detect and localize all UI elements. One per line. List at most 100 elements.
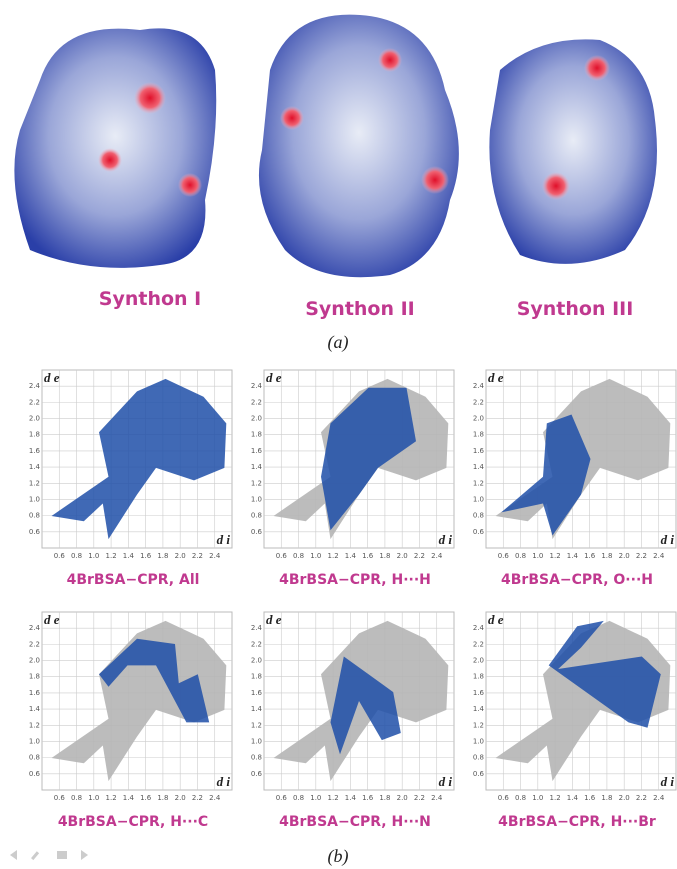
x-tick-label: 0.8 [293, 552, 304, 560]
y-tick-label: 2.2 [251, 398, 262, 406]
y-tick-label: 2.4 [473, 624, 485, 632]
x-tick-label: 1.4 [123, 794, 135, 802]
contact-spot [280, 106, 304, 130]
caption: (b) [328, 846, 349, 867]
y-tick-label: 1.2 [473, 479, 484, 487]
x-tick-label: 1.8 [157, 552, 168, 560]
y-tick-label: 1.2 [251, 721, 262, 729]
x-tick-label: 0.6 [276, 552, 288, 560]
x-axis-label: d i [439, 532, 453, 547]
y-tick-label: 1.4 [29, 705, 41, 713]
x-tick-label: 2.4 [209, 552, 221, 560]
y-axis-label: d e [266, 370, 282, 385]
y-tick-label: 2.2 [29, 640, 40, 648]
x-tick-label: 1.8 [157, 794, 168, 802]
plot-label: 4BrBSA−CPR, All [67, 572, 200, 588]
x-tick-label: 1.0 [88, 552, 99, 560]
y-tick-label: 2.4 [29, 624, 41, 632]
x-tick-label: 1.0 [532, 794, 543, 802]
x-tick-label: 2.0 [619, 794, 630, 802]
y-tick-label: 1.8 [251, 673, 262, 681]
x-axis-label: d i [217, 774, 231, 789]
y-tick-label: 1.2 [29, 479, 40, 487]
blue-cloud [52, 379, 227, 539]
x-tick-label: 1.6 [584, 552, 596, 560]
x-tick-label: 2.0 [397, 552, 408, 560]
y-tick-label: 1.2 [251, 479, 262, 487]
x-tick-label: 1.2 [550, 794, 561, 802]
x-tick-label: 2.4 [209, 794, 221, 802]
fingerprint-plot: 0.60.81.01.21.41.61.82.02.22.40.60.81.01… [251, 612, 454, 830]
y-tick-label: 2.0 [29, 415, 40, 423]
figure: Synthon I Synthon II Synthon III (a) (b)… [0, 0, 677, 869]
y-tick-label: 1.8 [473, 673, 484, 681]
y-tick-label: 1.4 [251, 463, 263, 471]
contact-spot [584, 55, 610, 81]
y-tick-label: 1.6 [29, 689, 41, 697]
y-tick-label: 1.8 [473, 431, 484, 439]
y-tick-label: 1.0 [29, 737, 40, 745]
plot-label: 4BrBSA−CPR, H···C [58, 814, 208, 830]
x-tick-label: 1.0 [310, 794, 321, 802]
x-tick-label: 1.2 [328, 552, 339, 560]
x-tick-label: 1.0 [88, 794, 99, 802]
contact-spot [378, 48, 402, 72]
y-axis-label: d e [44, 612, 60, 627]
x-tick-label: 1.6 [140, 794, 152, 802]
y-tick-label: 0.8 [473, 512, 484, 520]
x-tick-label: 0.6 [54, 552, 66, 560]
y-tick-label: 2.0 [251, 657, 262, 665]
y-axis-label: d e [44, 370, 60, 385]
y-tick-label: 1.0 [473, 737, 484, 745]
fingerprint-plot: 0.60.81.01.21.41.61.82.02.22.40.60.81.01… [473, 370, 676, 588]
y-tick-label: 2.4 [251, 624, 263, 632]
y-tick-label: 2.4 [251, 382, 263, 390]
y-tick-label: 1.4 [473, 705, 485, 713]
y-tick-label: 2.4 [29, 382, 41, 390]
nav-icons [10, 850, 88, 860]
y-tick-label: 1.0 [29, 495, 40, 503]
x-tick-label: 1.4 [567, 552, 579, 560]
y-tick-label: 1.8 [251, 431, 262, 439]
contact-spot [98, 148, 122, 172]
y-tick-label: 1.0 [251, 737, 262, 745]
y-tick-label: 1.6 [251, 447, 263, 455]
x-axis-label: d i [661, 774, 675, 789]
x-tick-label: 2.0 [175, 552, 186, 560]
y-tick-label: 0.8 [473, 754, 484, 762]
x-tick-label: 0.8 [293, 794, 304, 802]
x-tick-label: 2.2 [636, 794, 647, 802]
y-tick-label: 2.2 [473, 640, 484, 648]
y-tick-label: 1.6 [473, 689, 485, 697]
y-tick-label: 1.8 [29, 431, 40, 439]
x-tick-label: 2.4 [431, 794, 443, 802]
y-tick-label: 0.8 [251, 512, 262, 520]
x-tick-label: 0.6 [276, 794, 288, 802]
y-tick-label: 2.0 [473, 415, 484, 423]
y-tick-label: 0.8 [251, 754, 262, 762]
x-tick-label: 1.6 [140, 552, 152, 560]
x-tick-label: 1.2 [328, 794, 339, 802]
x-tick-label: 1.6 [362, 552, 374, 560]
y-tick-label: 2.2 [29, 398, 40, 406]
y-tick-label: 0.8 [29, 754, 40, 762]
y-tick-label: 1.6 [29, 447, 41, 455]
y-tick-label: 2.2 [251, 640, 262, 648]
surface-1 [14, 28, 216, 268]
y-tick-label: 1.6 [473, 447, 485, 455]
plot-label: 4BrBSA−CPR, O···H [501, 572, 653, 588]
y-tick-label: 0.6 [473, 528, 485, 536]
x-tick-label: 1.2 [106, 552, 117, 560]
caption: (a) [328, 332, 349, 353]
y-tick-label: 1.6 [251, 689, 263, 697]
x-tick-label: 0.8 [515, 794, 526, 802]
x-tick-label: 0.8 [71, 794, 82, 802]
x-tick-label: 0.8 [71, 552, 82, 560]
y-tick-label: 2.4 [473, 382, 485, 390]
contact-spot [421, 166, 449, 194]
plot-label: 4BrBSA−CPR, H···Br [498, 814, 656, 830]
y-tick-label: 0.6 [29, 528, 41, 536]
x-tick-label: 1.4 [123, 552, 135, 560]
x-tick-label: 1.4 [345, 552, 357, 560]
